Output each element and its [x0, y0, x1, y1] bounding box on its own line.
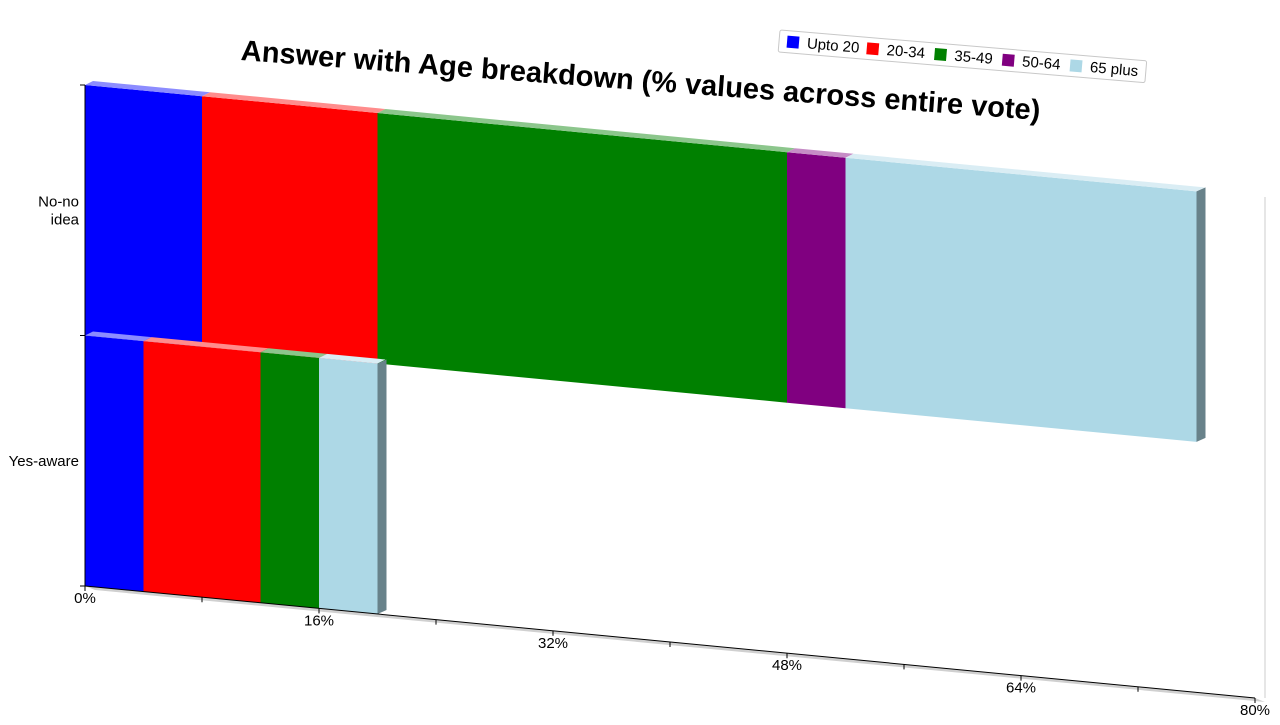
- legend-swatch-20-34: [866, 42, 880, 56]
- category-label-no-no-idea: idea: [51, 211, 80, 228]
- legend-label-65-plus: 65 plus: [1089, 59, 1139, 80]
- legend-label-upto-20: Upto 20: [806, 35, 860, 56]
- legend-swatch-35-49: [934, 48, 947, 61]
- legend-label-35-49: 35-49: [954, 48, 994, 68]
- x-tick-label: 16%: [304, 612, 334, 629]
- bar-no-no-idea-20-34: [202, 96, 378, 364]
- bar-yes-aware-20-34: [143, 341, 261, 603]
- bar-side-no-no-idea: [1196, 187, 1206, 442]
- bar-top-no-no-idea-50-64: [787, 148, 854, 158]
- tick-labels: 0% 16% 32% 48% 64% 80%: [74, 590, 1270, 719]
- x-tick-label: 80%: [1240, 702, 1270, 719]
- x-tick-label: 32%: [538, 635, 568, 652]
- category-label-no-no-idea: No-no: [38, 193, 79, 210]
- legend-label-20-34: 20-34: [886, 42, 926, 62]
- legend-swatch-upto-20: [786, 35, 800, 49]
- bar-top-no-no-idea-upto-20: [85, 81, 210, 97]
- legend-swatch-65-plus: [1069, 59, 1083, 73]
- bar-top-yes-aware-35-49: [260, 348, 327, 358]
- bar-top-yes-aware-65-plus: [319, 353, 386, 364]
- x-tick-label: 64%: [1006, 680, 1036, 697]
- bar-no-no-idea-50-64: [787, 152, 846, 409]
- bar-yes-aware-35-49: [260, 352, 319, 609]
- bar-top-yes-aware-20-34: [143, 337, 269, 353]
- bars: [85, 81, 1206, 614]
- bar-side-yes-aware: [377, 359, 387, 614]
- bar-yes-aware-upto-20: [85, 335, 144, 592]
- axes: [80, 84, 1266, 703]
- bar-no-no-idea-65-plus: [845, 157, 1197, 442]
- bar-no-no-idea-35-49: [377, 113, 787, 403]
- x-tick-label: 48%: [772, 657, 802, 674]
- bar-top-no-no-idea-35-49: [377, 109, 795, 153]
- bar-top-yes-aware-upto-20: [85, 331, 152, 342]
- legend-label-50-64: 50-64: [1021, 53, 1061, 73]
- legend: Upto 20 20-34 35-49 50-64 65 plus: [777, 29, 1148, 84]
- bar-top-no-no-idea-20-34: [202, 92, 386, 113]
- legend-swatch-50-64: [1001, 53, 1015, 67]
- bar-top-no-no-idea-65-plus: [845, 153, 1205, 192]
- plot-floor: [85, 586, 1265, 702]
- bar-yes-aware-65-plus: [319, 357, 378, 614]
- x-tick-label: 0%: [74, 590, 96, 607]
- floor-strip: [85, 586, 1265, 702]
- bar-no-no-idea-upto-20: [85, 85, 202, 347]
- category-label-yes-aware: Yes-aware: [9, 453, 79, 470]
